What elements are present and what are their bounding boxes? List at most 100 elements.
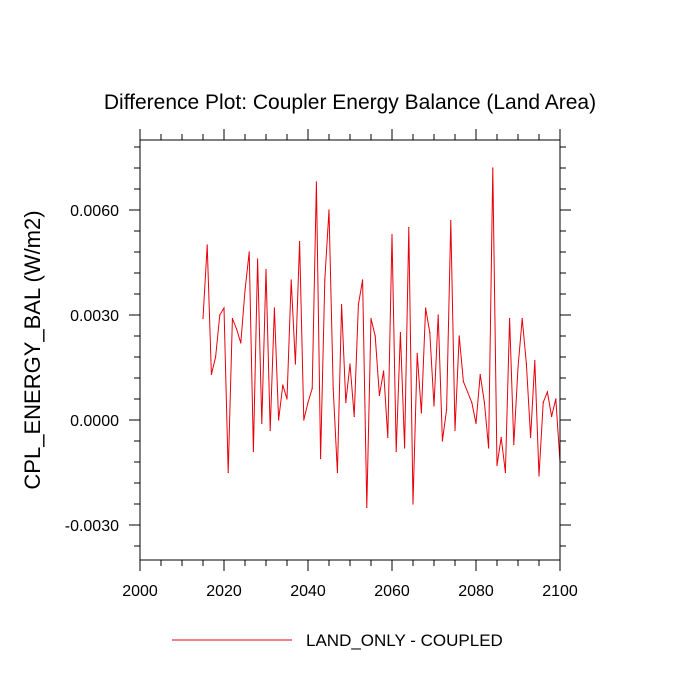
x-tick-label: 2040 [290,583,326,600]
data-point [525,363,528,365]
data-point [378,394,380,397]
data-point [353,415,355,418]
data-point [248,251,250,253]
data-point [509,317,511,320]
data-point [551,415,553,418]
plot-frame [139,139,561,561]
series-line-0 [202,167,561,508]
y-axis-label: CPL_ENERGY_BAL (W/m2) [20,210,45,489]
data-point [362,279,364,281]
y-tick-label: 0.0030 [70,308,119,325]
data-point [429,331,431,334]
data-point [479,373,481,376]
data-point [521,317,523,320]
data-point [345,401,347,404]
data-point [278,419,280,421]
data-point [504,471,506,474]
data-point [236,328,238,330]
data-point [500,436,502,439]
data-point [555,398,557,400]
data-point [336,471,338,474]
data-point [513,443,515,446]
data-point [366,506,368,509]
data-point [210,373,212,376]
data-point [374,335,376,337]
data-point [404,447,406,449]
data-point [240,342,242,344]
data-point [294,363,296,365]
data-point [425,307,427,309]
series-layer [202,167,561,509]
data-point [286,398,288,400]
data-point [273,307,275,309]
data-point [315,181,317,183]
data-point [412,503,414,505]
x-tick-label: 2080 [458,583,494,600]
x-tick-label: 2020 [206,583,242,600]
data-point [395,450,397,453]
data-point [420,412,422,414]
data-point [328,209,330,211]
data-point [370,317,372,320]
data-point [483,401,485,404]
data-point [433,405,435,407]
data-point [387,436,389,439]
x-tick-label: 2060 [374,583,410,600]
data-point [223,307,225,309]
data-point [492,167,494,169]
x-tick-label: 2100 [542,583,578,600]
data-point [299,240,301,243]
axis-ticks [129,129,571,571]
data-point [231,317,233,320]
y-tick-label: 0.0060 [70,203,119,220]
data-point [475,422,477,425]
data-point [282,384,284,386]
legend-label: LAND_ONLY - COUPLED [306,631,503,650]
data-point [332,387,334,390]
data-point [265,268,267,271]
data-point [219,314,221,316]
data-point [290,279,292,281]
data-point [416,352,418,355]
data-point [357,303,359,306]
data-point [244,289,246,292]
data-point [252,450,254,453]
data-point [471,401,473,404]
data-point [227,471,229,474]
data-point [269,429,271,432]
data-point [307,401,309,404]
y-tick-label: 0.0000 [70,413,119,430]
data-point [206,244,208,246]
data-point [488,447,490,449]
data-point [341,303,343,306]
data-point [303,419,305,421]
data-point [534,359,536,362]
data-point [446,408,448,411]
legend: LAND_ONLY - COUPLED [172,631,503,650]
data-point [391,233,393,236]
data-point [441,440,443,442]
data-point [257,258,259,260]
data-point [215,356,217,358]
data-point [496,464,498,467]
data-point [450,219,452,222]
data-point [467,391,469,393]
data-point [517,366,519,369]
chart-title: Difference Plot: Coupler Energy Balance … [104,91,596,114]
x-tick-label: 2000 [122,583,158,600]
data-point [530,436,532,439]
data-point [399,331,401,334]
data-point [458,335,460,337]
data-point [542,401,544,404]
data-point [408,226,410,229]
data-point [538,475,540,477]
data-point [383,370,385,372]
data-point [349,363,351,365]
data-point [437,314,439,316]
data-point [311,387,313,390]
data-point [546,391,549,393]
y-tick-label: -0.0030 [65,518,119,535]
data-point [202,317,204,320]
data-point [324,279,326,281]
data-point [462,380,464,383]
